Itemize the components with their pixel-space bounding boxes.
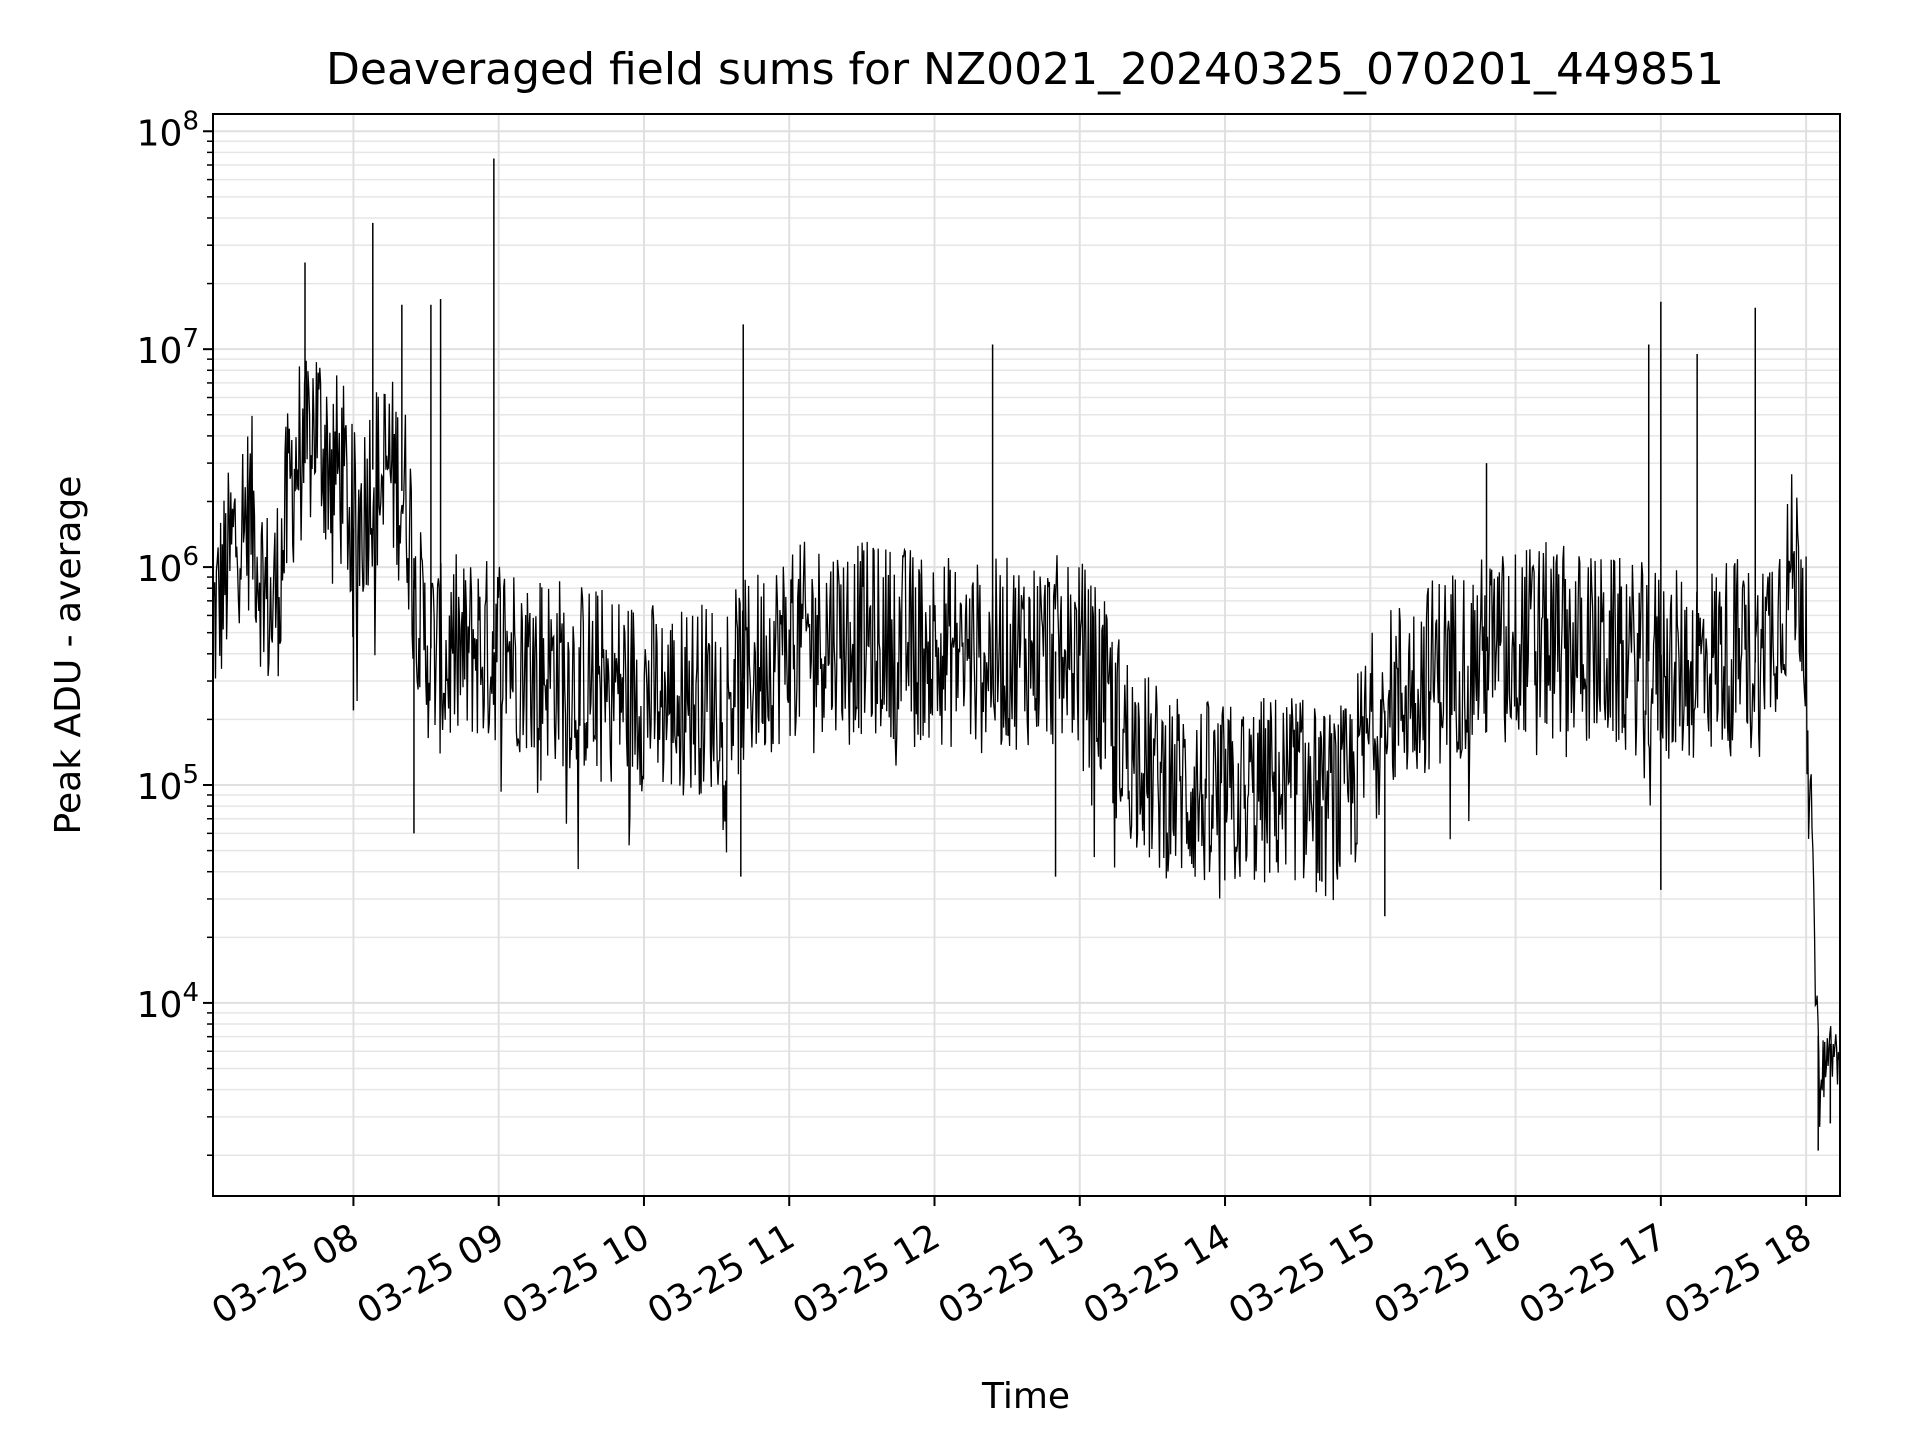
y-tick-label: 107 (137, 324, 199, 372)
y-tick-label: 104 (137, 978, 199, 1026)
chart-title: Deaveraged field sums for NZ0021_2024032… (326, 44, 1724, 95)
x-axis-label: Time (981, 1376, 1070, 1417)
y-tick-label: 105 (137, 760, 199, 808)
y-axis-label: Peak ADU - average (48, 476, 89, 835)
y-tick-label: 108 (137, 106, 199, 154)
y-tick-label: 106 (137, 542, 199, 590)
plot-frame (212, 113, 1841, 1197)
y-axis: 104 105 106 107 108 (137, 106, 213, 1156)
series-line (212, 158, 1840, 1151)
series-line-trace (212, 360, 1840, 1127)
